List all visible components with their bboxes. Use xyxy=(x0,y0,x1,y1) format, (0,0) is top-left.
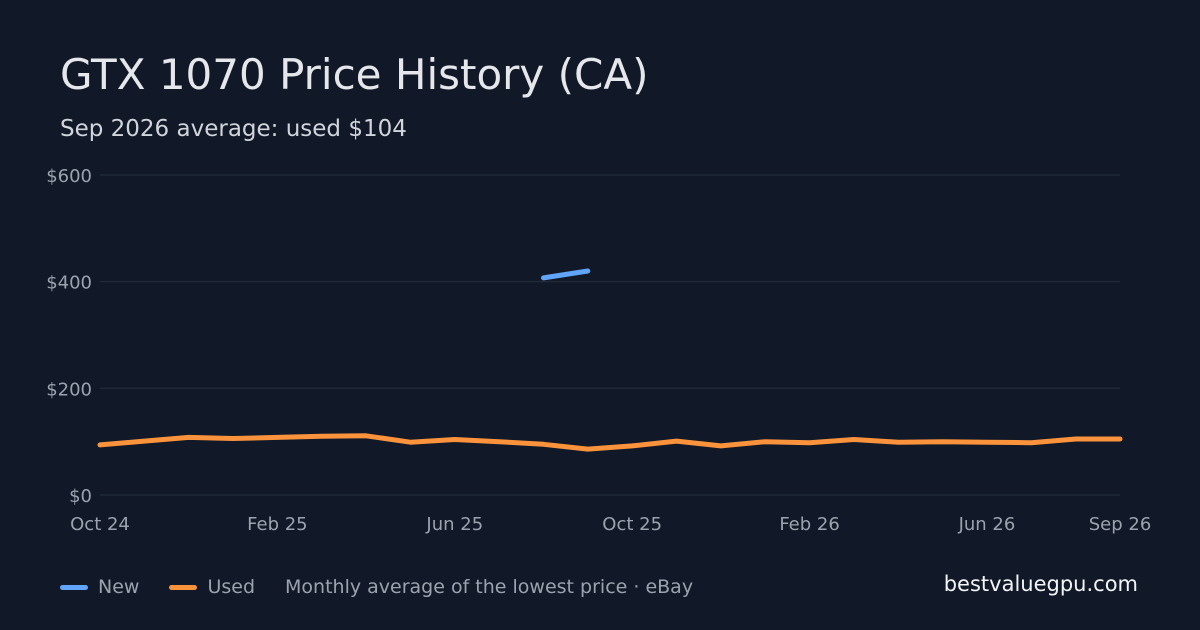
x-tick-label: Oct 24 xyxy=(70,514,130,535)
x-tick-label: Feb 26 xyxy=(779,514,840,535)
footnote: Monthly average of the lowest price · eB… xyxy=(285,576,694,598)
legend-label-new: New xyxy=(98,576,140,598)
chart-title: GTX 1070 Price History (CA) xyxy=(60,50,649,99)
series-line-new xyxy=(541,268,591,281)
x-tick-label: Oct 25 xyxy=(602,514,662,535)
x-tick-label: Jun 25 xyxy=(425,514,483,535)
x-tick-label: Feb 25 xyxy=(247,514,308,535)
y-tick-label: $400 xyxy=(46,273,92,294)
x-tick-label: Jun 26 xyxy=(958,514,1016,535)
legend-swatch-new xyxy=(60,584,88,590)
brand-link[interactable]: bestvaluegpu.com xyxy=(943,572,1138,596)
x-axis-ticks: Oct 24 Feb 25 Jun 25 Oct 25 Feb 26 Jun 26 Sep … xyxy=(70,514,1151,535)
grid-lines xyxy=(100,174,1120,496)
series-line-used xyxy=(97,433,1123,452)
legend-item-new[interactable]: New xyxy=(60,576,139,598)
y-axis-ticks: $0 $200 $400 $600 xyxy=(46,166,92,507)
legend-item-used[interactable]: Used xyxy=(169,576,255,598)
legend: New Used Monthly average of the lowest p… xyxy=(60,574,693,600)
legend-label-used: Used xyxy=(207,576,256,598)
series-lines xyxy=(97,268,1123,452)
x-tick-label: Sep 26 xyxy=(1089,514,1152,535)
y-tick-label: $600 xyxy=(46,166,92,187)
y-tick-label: $0 xyxy=(69,486,92,507)
chart-subtitle: Sep 2026 average: used $104 xyxy=(60,116,407,142)
legend-swatch-used xyxy=(169,584,198,590)
y-tick-label: $200 xyxy=(46,379,92,400)
